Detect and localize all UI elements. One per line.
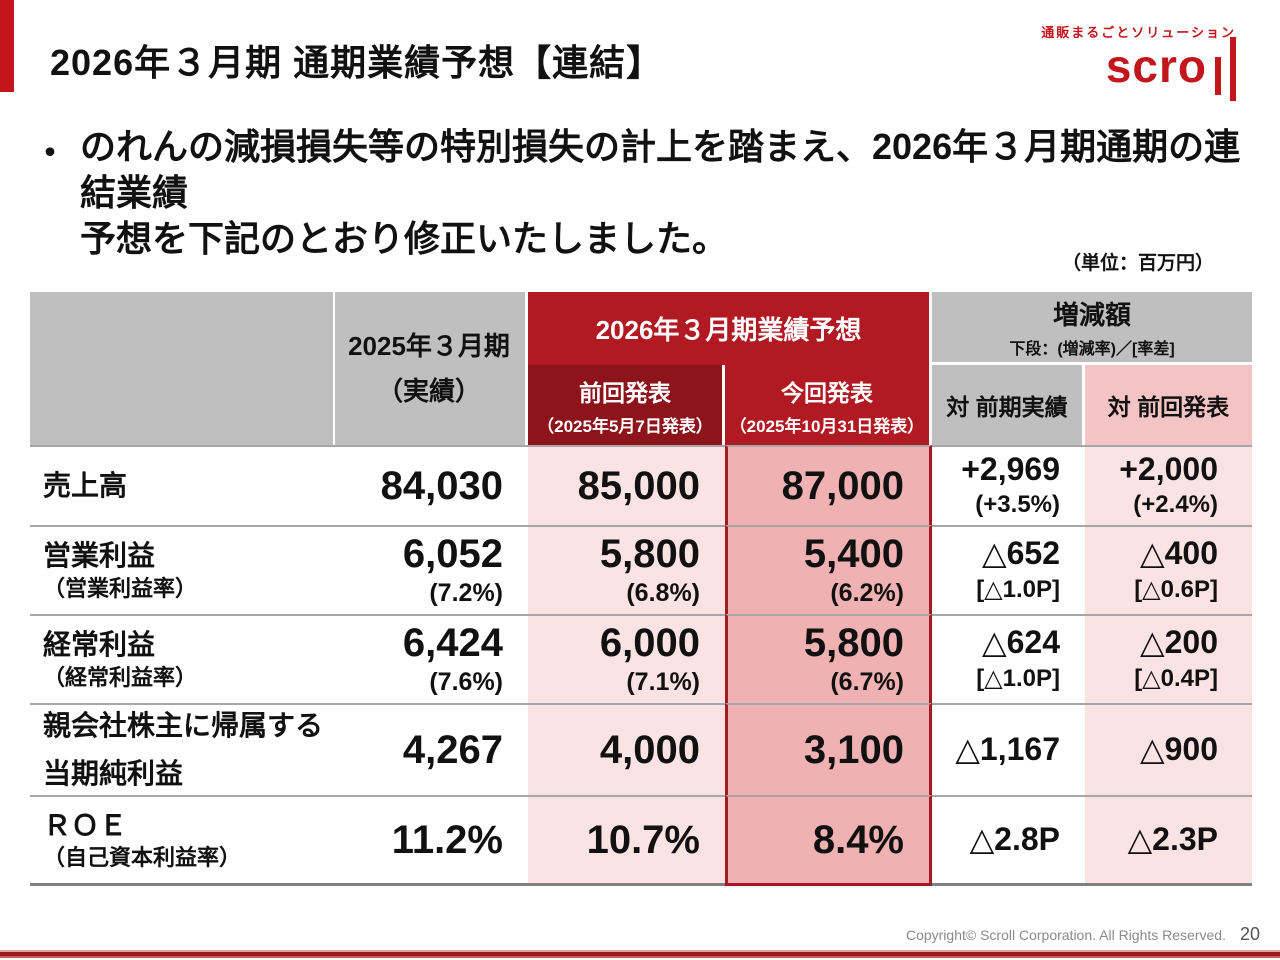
cell-operating-income-prev: 5,800 (6.8%) — [528, 525, 725, 614]
cell-operating-income-vs-actual: △652 [△1.0P] — [932, 525, 1085, 614]
header-vs-prior-actual: 対 前期実績 — [932, 365, 1085, 445]
unit-note: （単位：百万円） — [1061, 253, 1214, 274]
cell-net-income-curr: 3,100 — [725, 703, 932, 795]
cell-ordinary-income-vs-actual: △624 [△1.0P] — [932, 614, 1085, 703]
header-change-note: 下段：(増減率)／[率差] — [1009, 341, 1175, 358]
header-vs-previous: 対 前回発表 — [1085, 365, 1252, 445]
cell-operating-income-vs-prev: △400 [△0.6P] — [1085, 525, 1252, 614]
header-divider — [333, 292, 335, 445]
row-label-ordinary-income: 経常利益 （経常利益率） — [30, 614, 336, 703]
scroll-logo: scro — [1041, 37, 1236, 101]
cell-net-sales-curr: 87,000 — [725, 445, 932, 525]
cell-net-income-vs-prev: △900 — [1085, 703, 1252, 795]
cell-roe-curr: 8.4% — [725, 795, 932, 886]
header-change-title: 増減額 — [1052, 300, 1131, 330]
brand-block: 通販まるごとソリューション scro — [1041, 22, 1236, 101]
cell-net-income-prev: 4,000 — [528, 703, 725, 795]
bullet-text-line2: 予想を下記のとおり修正いたしました。 — [80, 218, 729, 260]
cell-net-sales-vs-actual: +2,969 (+3.5%) — [932, 445, 1085, 525]
summary-bullet: ・ のれんの減損損失等の特別損失の計上を踏まえ、2026年３月期通期の連結業績 … — [32, 124, 1242, 262]
cell-roe-vs-actual: △2.8P — [932, 795, 1085, 886]
row-label-net-sales: 売上高 — [30, 445, 336, 525]
header-actual-line2: （実績） — [376, 375, 481, 406]
cell-net-income-vs-actual: △1,167 — [932, 703, 1085, 795]
cell-ordinary-income-actual: 6,424 (7.6%) — [336, 614, 528, 703]
cell-operating-income-curr: 5,400 (6.2%) — [725, 525, 932, 614]
row-label-roe: ＲＯＥ （自己資本利益率） — [30, 795, 336, 886]
row-label-net-income: 親会社株主に帰属する 当期純利益 — [30, 703, 336, 795]
bullet-text-line1: のれんの減損損失等の特別損失の計上を踏まえ、2026年３月期通期の連結業績 — [80, 126, 1241, 214]
cell-roe-actual: 11.2% — [336, 795, 528, 886]
row-label-operating-income: 営業利益 （営業利益率） — [30, 525, 336, 614]
header-change-span: 増減額 下段：(増減率)／[率差] — [932, 292, 1252, 365]
header-forecast-span: 2026年３月期業績予想 — [528, 292, 932, 365]
scroll-logo-bar-icon — [1215, 57, 1221, 95]
header-current-announcement: 今回発表 （2025年10月31日発表） — [725, 365, 932, 445]
scroll-logo-text: scro — [1105, 40, 1207, 92]
bullet-text: のれんの減損損失等の特別損失の計上を踏まえ、2026年３月期通期の連結業績 予想… — [80, 124, 1242, 262]
cell-net-sales-prev: 85,000 — [528, 445, 725, 525]
cell-net-income-actual: 4,267 — [336, 703, 528, 795]
forecast-table: 2025年３月期 （実績） 2026年３月期業績予想 増減額 下段：(増減率)／… — [30, 292, 1252, 886]
cell-ordinary-income-curr: 5,800 (6.7%) — [725, 614, 932, 703]
cell-roe-vs-prev: △2.3P — [1085, 795, 1252, 886]
title-accent-bar — [0, 0, 14, 92]
cell-operating-income-actual: 6,052 (7.2%) — [336, 525, 528, 614]
bullet-marker: ・ — [32, 132, 69, 173]
scroll-logo-bar-icon — [1230, 37, 1236, 101]
page-title: 2026年３月期 通期業績予想【連結】 — [50, 42, 664, 83]
cell-ordinary-income-vs-prev: △200 [△0.4P] — [1085, 614, 1252, 703]
cell-net-sales-actual: 84,030 — [336, 445, 528, 525]
header-previous-announcement: 前回発表 （2025年5月7日発表） — [528, 365, 725, 445]
footer-copyright: Copyright© Scroll Corporation. All Right… — [905, 927, 1226, 943]
header-actual-line1: 2025年３月期 — [348, 331, 510, 362]
bottom-accent-strip — [0, 948, 1280, 960]
cell-roe-prev: 10.7% — [528, 795, 725, 886]
cell-ordinary-income-prev: 6,000 (7.1%) — [528, 614, 725, 703]
cell-net-sales-vs-prev: +2,000 (+2.4%) — [1085, 445, 1252, 525]
brand-tagline: 通販まるごとソリューション — [1041, 25, 1236, 40]
footer: Copyright© Scroll Corporation. All Right… — [906, 924, 1260, 945]
page-number: 20 — [1239, 924, 1260, 944]
header-actual-fy2025: 2025年３月期 （実績） — [30, 292, 528, 445]
